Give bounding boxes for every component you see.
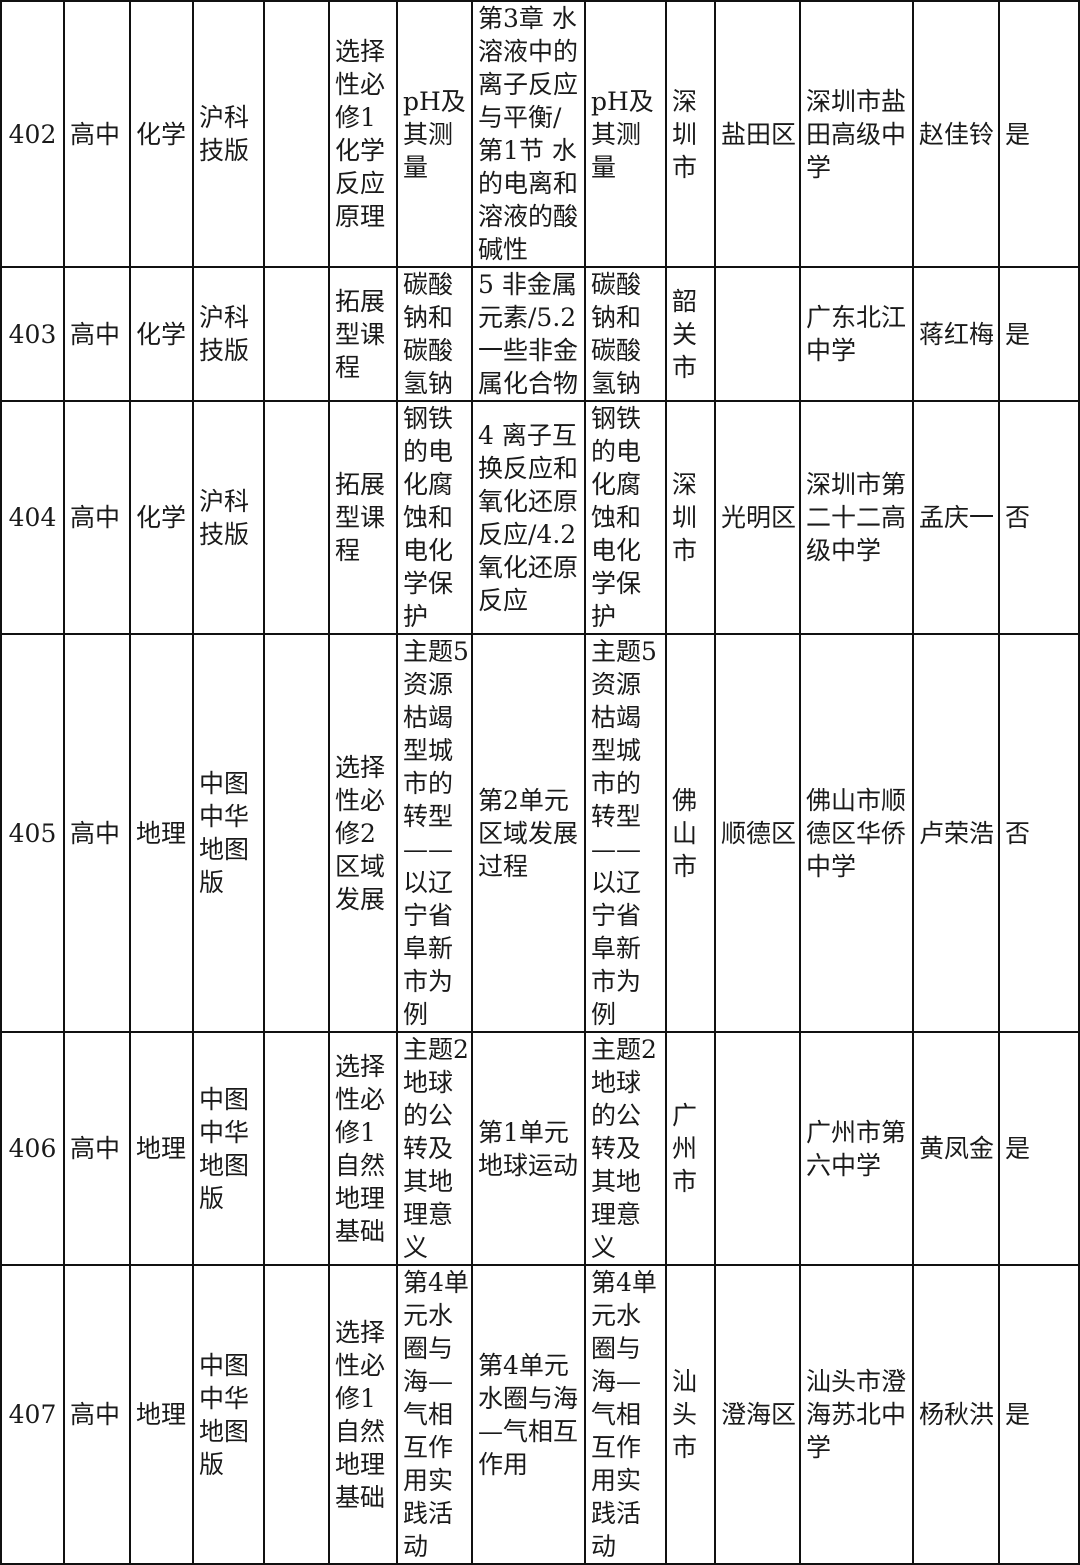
cell-stage: 高中: [63, 266, 131, 402]
cell-city: 佛 山 市: [665, 633, 716, 1033]
cell-title: 第4单 元水 圈与 海— 气相 互作 用实 践活 动: [396, 1264, 473, 1565]
cell-title: 主题2 地球 的公 转及 其地 理意 义: [396, 1031, 473, 1266]
cell-flag: 否: [998, 633, 1080, 1033]
cell-stage: 高中: [63, 1264, 131, 1565]
cell-no: 405: [0, 633, 65, 1033]
cell-blank: [263, 1264, 330, 1565]
cell-district: [714, 1031, 801, 1266]
cell-module: 拓展 型课 程: [328, 266, 398, 402]
cell-lesson: 主题5 资源 枯竭 型城 市的 转型 —— 以辽 宁省 阜新 市为 例: [584, 633, 667, 1033]
table-row: 403 高中 化学 沪科 技版 拓展 型课 程碳酸 钠和 碳酸 氢钠 5 非金属 元素/5…: [0, 266, 1080, 402]
cell-module: 选择 性必 修1 化学 反应 原理: [328, 0, 398, 268]
cell-edition: 中图 中华 地图 版: [192, 1031, 265, 1266]
cell-school: 深圳市第 二十二高 级中学: [799, 400, 914, 635]
cell-teacher: 卢荣浩: [912, 633, 1000, 1033]
cell-flag: 否: [998, 400, 1080, 635]
cell-stage: 高中: [63, 0, 131, 268]
cell-lesson: 第4单 元水 圈与 海— 气相 互作 用实 践活 动: [584, 1264, 667, 1565]
cell-edition: 沪科 技版: [192, 266, 265, 402]
cell-no: 406: [0, 1031, 65, 1266]
cell-teacher: 孟庆一: [912, 400, 1000, 635]
cell-district: 顺德区: [714, 633, 801, 1033]
cell-title: pH及 其测 量: [396, 0, 473, 268]
cell-flag: 是: [998, 1264, 1080, 1565]
cell-school: 深圳市盐 田高级中 学: [799, 0, 914, 268]
cell-blank: [263, 266, 330, 402]
cell-title: 钢铁 的电 化腐 蚀和 电化 学保 护: [396, 400, 473, 635]
table-row: 407 高中 地理 中图 中华 地图 版选择 性必 修1 自然 地理 基础 第4单 元水…: [0, 1264, 1080, 1565]
cell-district: 光明区: [714, 400, 801, 635]
cell-flag: 是: [998, 1031, 1080, 1266]
cell-blank: [263, 633, 330, 1033]
cell-teacher: 蒋红梅: [912, 266, 1000, 402]
cell-title: 主题5 资源 枯竭 型城 市的 转型 —— 以辽 宁省 阜新 市为 例: [396, 633, 473, 1033]
cell-no: 402: [0, 0, 65, 268]
cell-lesson: 钢铁 的电 化腐 蚀和 电化 学保 护: [584, 400, 667, 635]
cell-district: 澄海区: [714, 1264, 801, 1565]
cell-blank: [263, 0, 330, 268]
cell-stage: 高中: [63, 400, 131, 635]
cell-no: 407: [0, 1264, 65, 1565]
cell-lesson: 碳酸 钠和 碳酸 氢钠: [584, 266, 667, 402]
cell-subject: 地理: [129, 1264, 194, 1565]
cell-blank: [263, 400, 330, 635]
cell-lesson: 主题2 地球 的公 转及 其地 理意 义: [584, 1031, 667, 1266]
cell-no: 403: [0, 266, 65, 402]
cell-chapter: 第4单元 水圈与海 —气相互 作用: [471, 1264, 586, 1565]
cell-stage: 高中: [63, 633, 131, 1033]
cell-subject: 地理: [129, 1031, 194, 1266]
cell-chapter: 4 离子互 换反应和 氧化还原 反应/4.2 氧化还原 反应: [471, 400, 586, 635]
cell-school: 汕头市澄 海苏北中 学: [799, 1264, 914, 1565]
cell-module: 选择 性必 修1 自然 地理 基础: [328, 1031, 398, 1266]
cell-module: 选择 性必 修1 自然 地理 基础: [328, 1264, 398, 1565]
cell-edition: 中图 中华 地图 版: [192, 633, 265, 1033]
cell-chapter: 第2单元 区域发展 过程: [471, 633, 586, 1033]
cell-chapter: 第3章 水 溶液中的 离子反应 与平衡/ 第1节 水 的电离和 溶液的酸 碱性: [471, 0, 586, 268]
cell-teacher: 赵佳铃: [912, 0, 1000, 268]
cell-city: 深 圳 市: [665, 0, 716, 268]
cell-subject: 化学: [129, 0, 194, 268]
cell-module: 拓展 型课 程: [328, 400, 398, 635]
cell-title: 碳酸 钠和 碳酸 氢钠: [396, 266, 473, 402]
cell-district: [714, 266, 801, 402]
cell-city: 韶 关 市: [665, 266, 716, 402]
cell-edition: 中图 中华 地图 版: [192, 1264, 265, 1565]
cell-chapter: 第1单元 地球运动: [471, 1031, 586, 1266]
cell-city: 广 州 市: [665, 1031, 716, 1266]
cell-lesson: pH及 其测 量: [584, 0, 667, 268]
cell-module: 选择 性必 修2 区域 发展: [328, 633, 398, 1033]
cell-subject: 化学: [129, 266, 194, 402]
cell-school: 广东北江 中学: [799, 266, 914, 402]
cell-city: 汕 头 市: [665, 1264, 716, 1565]
cell-subject: 化学: [129, 400, 194, 635]
cell-city: 深 圳 市: [665, 400, 716, 635]
cell-teacher: 杨秋洪: [912, 1264, 1000, 1565]
cell-flag: 是: [998, 266, 1080, 402]
table-row: 402 高中 化学 沪科 技版 选择 性必 修1 化学 反应 原理 pH及 其测 量第3章…: [0, 0, 1080, 268]
cell-chapter: 5 非金属 元素/5.2 一些非金 属化合物: [471, 266, 586, 402]
table-row: 406 高中 地理 中图 中华 地图 版选择 性必 修1 自然 地理 基础 主题2 地球…: [0, 1031, 1080, 1266]
cell-stage: 高中: [63, 1031, 131, 1266]
table-row: 405 高中 地理 中图 中华 地图 版选择 性必 修2 区域 发展 主题5 资源 枯竭…: [0, 633, 1080, 1033]
cell-school: 广州市第 六中学: [799, 1031, 914, 1266]
cell-edition: 沪科 技版: [192, 400, 265, 635]
cell-blank: [263, 1031, 330, 1266]
cell-no: 404: [0, 400, 65, 635]
cell-school: 佛山市顺 德区华侨 中学: [799, 633, 914, 1033]
cell-teacher: 黄凤金: [912, 1031, 1000, 1266]
cell-edition: 沪科 技版: [192, 0, 265, 268]
cell-subject: 地理: [129, 633, 194, 1033]
cell-flag: 是: [998, 0, 1080, 268]
cell-district: 盐田区: [714, 0, 801, 268]
